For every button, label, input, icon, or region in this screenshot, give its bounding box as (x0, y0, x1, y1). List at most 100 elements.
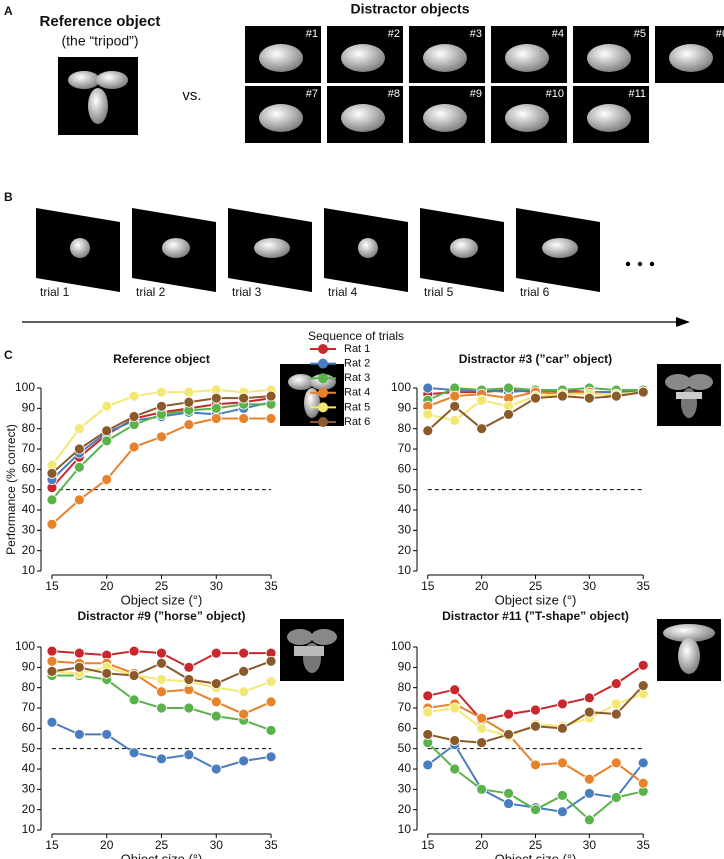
y-tick-label: 20 (22, 543, 36, 557)
x-tick-label: 15 (45, 838, 59, 852)
x-tick-label: 20 (100, 838, 114, 852)
data-point (46, 518, 58, 530)
data-point (265, 751, 277, 763)
data-point (583, 788, 595, 799)
data-point (156, 400, 167, 412)
distractor-image: #6 (655, 26, 724, 83)
y-tick-label: 20 (398, 802, 412, 816)
x-tick-label: 35 (637, 838, 651, 852)
ellipsis (625, 261, 655, 267)
data-point (238, 686, 250, 698)
data-point (449, 400, 461, 412)
data-point (265, 676, 277, 687)
data-point (46, 467, 58, 479)
data-point (610, 708, 622, 720)
data-point (422, 706, 434, 718)
distractor-image: #7 (245, 86, 321, 143)
y-tick-label: 40 (22, 761, 36, 775)
data-point (238, 413, 250, 424)
y-tick-label: 80 (398, 421, 412, 435)
data-point (449, 415, 461, 426)
distractor-image: #3 (409, 26, 485, 83)
x-tick-label: 20 (475, 838, 489, 852)
data-point (637, 757, 649, 769)
x-tick-label: 35 (637, 579, 651, 593)
distractor-image: #5 (573, 26, 649, 83)
x-tick-label: 25 (155, 838, 169, 852)
distractor-image: #11 (573, 86, 649, 143)
sequence-label: Sequence of trials (308, 329, 404, 343)
data-point (101, 474, 113, 485)
x-axis-label: Object size (°) (121, 851, 203, 859)
data-point (265, 655, 277, 667)
data-point (101, 400, 113, 412)
data-point (583, 814, 595, 826)
y-tick-label: 50 (22, 741, 36, 755)
data-point (530, 720, 541, 732)
data-point (101, 729, 113, 740)
data-point (476, 783, 488, 795)
legend-marker (318, 373, 328, 384)
legend-marker (318, 402, 328, 413)
object-shape (259, 104, 303, 132)
y-tick-label: 100 (391, 639, 411, 653)
data-point (101, 668, 113, 679)
data-point (610, 678, 622, 689)
data-point (422, 729, 434, 740)
inset (657, 364, 721, 426)
data-point (610, 390, 622, 402)
distractor-id: #9 (470, 88, 482, 100)
distractor-id: #2 (388, 28, 400, 40)
y-tick-label: 90 (22, 401, 36, 415)
x-tick-label: 30 (583, 579, 597, 593)
x-tick-label: 15 (421, 838, 435, 852)
data-point (476, 394, 488, 406)
data-point (238, 666, 250, 677)
data-point (101, 435, 113, 447)
data-point (476, 722, 488, 734)
legend-marker (318, 417, 328, 427)
data-point (46, 666, 58, 677)
data-point (101, 425, 113, 437)
y-tick-label: 90 (398, 660, 412, 674)
data-point (46, 655, 58, 667)
data-point (265, 413, 277, 424)
distractor-id: #1 (306, 28, 318, 40)
data-point (156, 431, 167, 443)
y-tick-label: 10 (22, 822, 36, 836)
distractor-id: #5 (634, 28, 646, 40)
x-tick-label: 35 (264, 579, 278, 593)
data-point (128, 747, 140, 759)
trial-label: trial 5 (424, 285, 454, 299)
object-shape (341, 104, 385, 132)
data-point (210, 392, 222, 404)
data-point (503, 798, 514, 809)
data-point (422, 382, 434, 394)
y-tick-label: 40 (22, 502, 36, 516)
data-point (583, 773, 595, 785)
data-point (503, 729, 514, 740)
data-point (238, 392, 250, 404)
distractor-image: #10 (491, 86, 567, 143)
data-point (128, 694, 140, 706)
x-tick-label: 15 (421, 579, 435, 593)
trial-object (162, 238, 190, 258)
data-point (583, 392, 595, 404)
vs-label: vs. (182, 87, 201, 104)
y-tick-label: 70 (398, 700, 412, 714)
data-point (610, 792, 622, 803)
data-point (183, 702, 195, 714)
y-tick-label: 40 (398, 502, 412, 516)
data-point (210, 678, 222, 689)
data-point (637, 659, 649, 671)
data-point (210, 696, 222, 708)
data-point (73, 729, 85, 740)
trial-object (450, 238, 478, 258)
x-tick-label: 25 (155, 579, 169, 593)
y-tick-label: 10 (398, 563, 412, 577)
x-axis-label: Object size (°) (121, 592, 203, 607)
x-tick-label: 25 (529, 579, 543, 593)
data-point (73, 443, 85, 455)
data-point (46, 645, 58, 657)
y-tick-label: 20 (398, 543, 412, 557)
